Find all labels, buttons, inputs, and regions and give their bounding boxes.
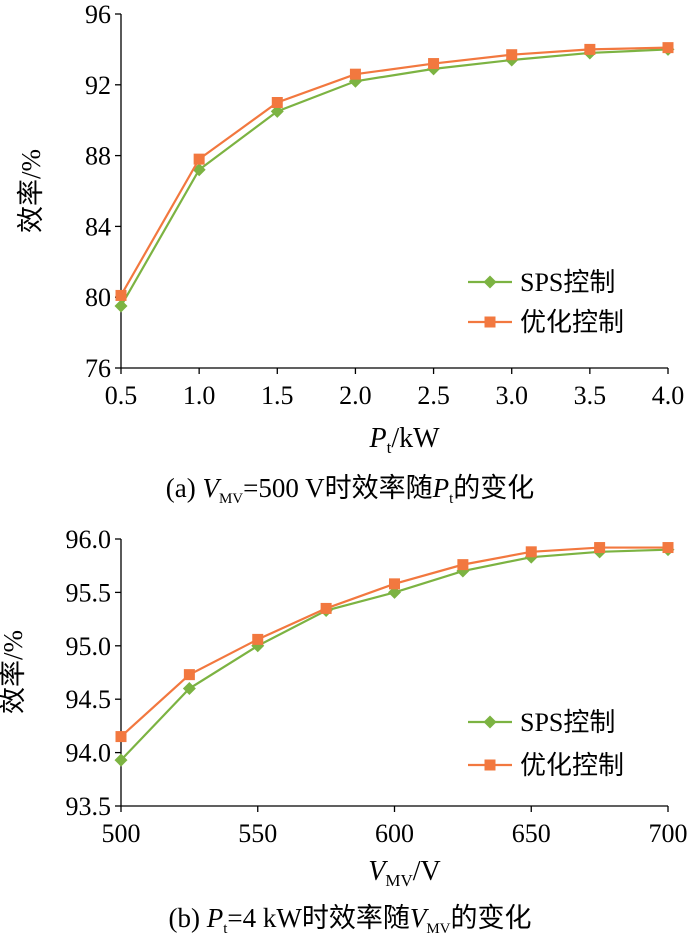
y-tick-label: 92	[85, 71, 111, 100]
data-point	[389, 578, 400, 590]
x-tick-label: 3.5	[574, 381, 607, 410]
x-tick-label: 2.5	[417, 381, 450, 410]
series-line	[120, 48, 669, 307]
data-point	[182, 682, 196, 696]
data-point	[114, 753, 128, 767]
legend-marker	[484, 759, 496, 771]
x-tick-label: 1.0	[183, 381, 216, 410]
x-tick-label: 1.5	[261, 381, 294, 410]
data-point	[662, 42, 674, 54]
chart-caption: (b) Pt=4 kW时效率随VMV的变化	[168, 903, 531, 937]
x-tick-label: 3.0	[495, 381, 528, 410]
y-tick-label: 95.5	[66, 578, 112, 607]
y-axis-label: 效率/%	[0, 630, 28, 714]
data-point	[594, 542, 606, 554]
data-point	[584, 43, 596, 55]
x-tick-label: 550	[238, 819, 277, 848]
series-line	[120, 46, 669, 296]
data-point	[662, 542, 674, 554]
data-point	[114, 299, 128, 313]
x-tick-label: 600	[375, 819, 414, 848]
data-point	[457, 559, 469, 571]
data-point	[193, 153, 205, 165]
data-point	[428, 58, 440, 70]
chart-b: 93.5 94.0 94.5 95.0 95.5 96.0 500 550 600 650 700 效…	[0, 525, 688, 937]
data-point	[320, 602, 332, 614]
y-tick-label: 80	[85, 283, 111, 312]
data-point	[349, 68, 361, 80]
data-point	[183, 669, 195, 681]
legend-label: SPS控制	[520, 708, 615, 737]
chart-caption: (a) VMV=500 V时效率随Pt的变化	[166, 473, 535, 507]
x-axis-label: Pt/kW	[368, 423, 440, 457]
y-axis-label: 效率/%	[16, 149, 46, 233]
x-tick-label: 650	[512, 819, 551, 848]
data-point	[506, 49, 518, 61]
y-tick-label: 93.5	[66, 792, 112, 821]
data-point	[252, 633, 264, 645]
y-tick-label: 94.5	[66, 685, 112, 714]
legend-item-optimized: 优化控制	[468, 308, 624, 337]
y-tick-label: 84	[85, 212, 111, 241]
legend-label: 优化控制	[520, 751, 624, 780]
data-point	[525, 546, 537, 558]
legend-label: 优化控制	[520, 308, 624, 337]
y-tick-label: 94.0	[66, 739, 112, 768]
y-tick-label: 95.0	[66, 632, 112, 661]
y-tick-label: 96	[85, 0, 111, 29]
legend-label: SPS控制	[520, 268, 615, 297]
y-tick-label: 96.0	[66, 525, 112, 554]
x-tick-label: 2.0	[339, 381, 372, 410]
series-optimized	[115, 42, 674, 301]
x-tick-label: 0.5	[105, 381, 138, 410]
legend-item-optimized: 优化控制	[468, 751, 624, 780]
y-tick-label: 76	[85, 354, 111, 383]
legend-item-sps: SPS控制	[468, 268, 615, 297]
data-point	[115, 289, 127, 301]
legend-marker	[483, 275, 497, 289]
legend-marker	[483, 715, 497, 729]
x-tick-label: 500	[102, 819, 141, 848]
data-point	[115, 731, 127, 743]
data-point	[271, 97, 283, 108]
legend-marker	[484, 316, 496, 328]
x-tick-label: 4.0	[652, 381, 685, 410]
y-tick-label: 88	[85, 142, 111, 171]
x-tick-label: 700	[649, 819, 688, 848]
legend-item-sps: SPS控制	[468, 708, 615, 737]
x-axis-label: VMV/V	[368, 856, 441, 890]
data-point	[270, 104, 284, 118]
chart-a: 76 80 84 88 92 96 0.5 1.0 1.5 2.0 2.5 3.0 3.5 4.0 效率/%…	[16, 0, 684, 507]
series-optimized	[115, 542, 674, 743]
